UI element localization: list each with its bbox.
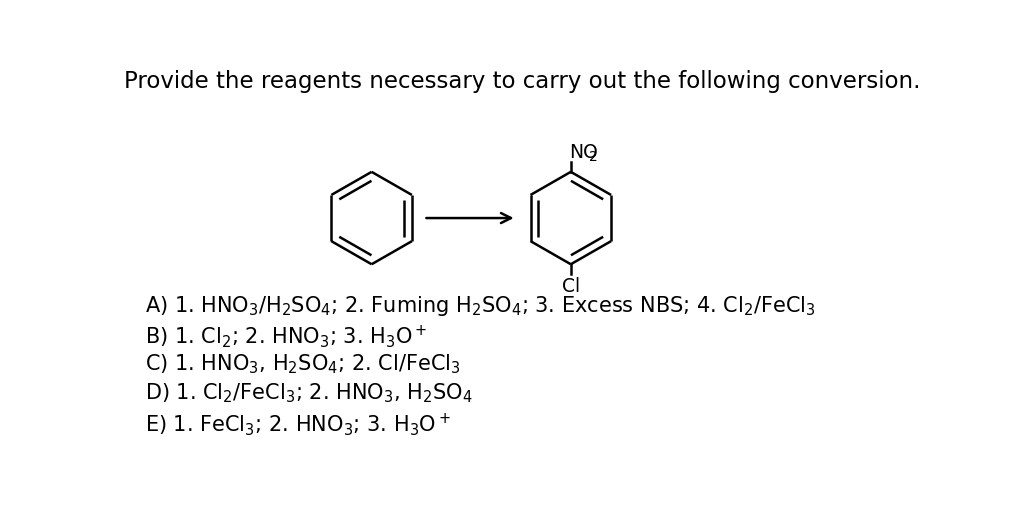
Text: B) 1. Cl$_2$; 2. HNO$_3$; 3. H$_3$O$^+$: B) 1. Cl$_2$; 2. HNO$_3$; 3. H$_3$O$^+$ xyxy=(145,322,427,349)
Text: Cl: Cl xyxy=(561,276,579,295)
Text: E) 1. FeCl$_3$; 2. HNO$_3$; 3. H$_3$O$^+$: E) 1. FeCl$_3$; 2. HNO$_3$; 3. H$_3$O$^+… xyxy=(145,410,450,437)
Text: NO: NO xyxy=(569,143,597,162)
Text: A) 1. HNO$_3$/H$_2$SO$_4$; 2. Fuming H$_2$SO$_4$; 3. Excess NBS; 4. Cl$_2$/FeCl$: A) 1. HNO$_3$/H$_2$SO$_4$; 2. Fuming H$_… xyxy=(145,293,814,317)
Text: 2: 2 xyxy=(588,149,597,163)
Text: C) 1. HNO$_3$, H$_2$SO$_4$; 2. Cl/FeCl$_3$: C) 1. HNO$_3$, H$_2$SO$_4$; 2. Cl/FeCl$_… xyxy=(145,352,460,375)
Text: D) 1. Cl$_2$/FeCl$_3$; 2. HNO$_3$, H$_2$SO$_4$: D) 1. Cl$_2$/FeCl$_3$; 2. HNO$_3$, H$_2$… xyxy=(145,381,472,404)
Text: Provide the reagents necessary to carry out the following conversion.: Provide the reagents necessary to carry … xyxy=(124,70,920,93)
